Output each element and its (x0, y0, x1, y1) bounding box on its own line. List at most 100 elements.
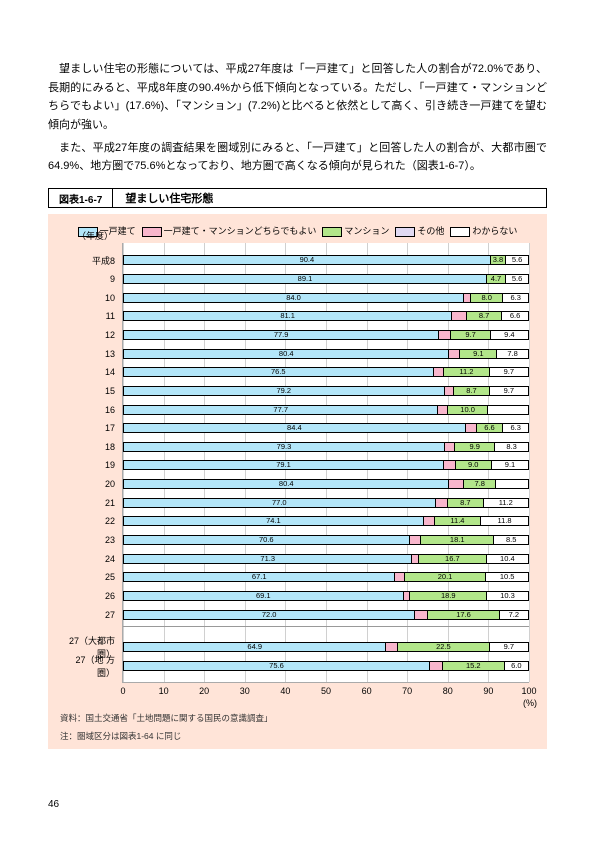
segment-value: 6.6 (510, 311, 520, 320)
segment-value: 72.0 (262, 610, 277, 619)
bar-segment: 79.1 (123, 460, 444, 470)
bar-segment: 8.3 (495, 442, 529, 452)
xtick-label: 20 (199, 686, 209, 696)
legend: 一戸建て一戸建て・マンションどちらでもよいマンションその他わからない (60, 224, 535, 237)
xtick-label: 10 (159, 686, 169, 696)
bar-segment: 5.6 (506, 255, 529, 265)
bar-segment: 4.7 (487, 274, 506, 284)
bar-segment: 18.9 (410, 591, 487, 601)
segment-value: 5.6 (512, 274, 522, 283)
segment-value: 6.0 (511, 661, 521, 670)
stacked-bar: 70.618.18.5 (123, 535, 529, 545)
bar-segment: 22.5 (398, 642, 489, 652)
stacked-bar: 77.08.711.2 (123, 498, 529, 508)
bar-segment (395, 572, 404, 582)
para-1: 望ましい住宅の形態については、平成27年度は「一戸建て」と回答した人の割合が72… (48, 60, 547, 135)
segment-value: 9.7 (504, 367, 514, 376)
bar-segment: 71.3 (123, 554, 412, 564)
segment-value: 89.1 (298, 274, 313, 283)
x-unit: (%) (523, 698, 537, 708)
y-axis-title: （年度） (77, 229, 113, 242)
bar-segment: 74.1 (123, 516, 424, 526)
segment-value: 15.2 (466, 661, 481, 670)
bar-row: 2471.316.710.4 (123, 549, 529, 568)
segment-value: 77.7 (273, 405, 288, 414)
bar-segment: 9.7 (490, 386, 529, 396)
segment-value: 77.9 (274, 330, 289, 339)
bar-row: 平成890.43.85.6 (123, 251, 529, 270)
chart-title-number: 図表1-6-7 (49, 189, 113, 207)
segment-value: 10.5 (500, 572, 515, 581)
bar-segment: 15.2 (443, 661, 505, 671)
bar-row: 2370.618.18.5 (123, 531, 529, 550)
segment-value: 7.8 (507, 349, 517, 358)
segment-value: 9.4 (504, 330, 514, 339)
bar-segment (386, 642, 398, 652)
bar-segment (496, 479, 529, 489)
bar-segment (466, 423, 477, 433)
stacked-bar: 67.120.110.5 (123, 572, 529, 582)
segment-value: 9.9 (469, 442, 479, 451)
segment-value: 80.4 (279, 479, 294, 488)
segment-value: 10.4 (500, 554, 515, 563)
xtick-label: 40 (280, 686, 290, 696)
bar-segment: 9.9 (455, 442, 495, 452)
segment-value: 8.7 (460, 498, 470, 507)
legend-item: 一戸建て・マンションどちらでもよい (142, 226, 317, 236)
segment-value: 75.6 (269, 661, 284, 670)
xtick-label: 0 (120, 686, 125, 696)
bar-segment: 79.3 (123, 442, 445, 452)
bar-segment: 89.1 (123, 274, 487, 284)
bar-row: 1380.49.17.8 (123, 344, 529, 363)
row-label: 19 (61, 460, 119, 470)
bar-segment: 79.2 (123, 386, 445, 396)
stacked-bar: 69.118.910.3 (123, 591, 529, 601)
segment-value: 9.7 (504, 386, 514, 395)
segment-value: 22.5 (436, 642, 451, 651)
bar-segment: 8.7 (454, 386, 489, 396)
segment-value: 18.1 (450, 535, 465, 544)
bar-segment: 9.7 (490, 642, 529, 652)
row-label: 10 (61, 293, 119, 303)
segment-value: 8.5 (506, 535, 516, 544)
segment-value: 8.7 (479, 311, 489, 320)
row-label: 25 (61, 572, 119, 582)
bar-segment (430, 661, 443, 671)
bar-segment (452, 311, 467, 321)
xtick-label: 100 (521, 686, 536, 696)
segment-value: 8.0 (481, 293, 491, 302)
bar-segment: 8.7 (448, 498, 483, 508)
stacked-bar: 79.3 9.9 8.3 (123, 442, 529, 452)
segment-value: 81.1 (280, 311, 295, 320)
segment-value: 79.3 (277, 442, 292, 451)
segment-value: 84.4 (287, 423, 302, 432)
chart-title-box: 図表1-6-7 望ましい住宅形態 (48, 188, 547, 208)
row-label: 18 (61, 442, 119, 452)
bar-segment: 7.2 (500, 610, 529, 620)
bar-segment: 9.4 (491, 330, 529, 340)
segment-value: 74.1 (266, 516, 281, 525)
bar-segment: 7.8 (464, 479, 496, 489)
bar-row: 1784.46.66.3 (123, 419, 529, 438)
segment-value: 8.3 (506, 442, 516, 451)
stacked-bar: 76.511.29.7 (123, 367, 529, 377)
segment-value: 80.4 (279, 349, 294, 358)
bar-segment: 9.0 (456, 460, 493, 470)
xtick-label: 90 (483, 686, 493, 696)
stacked-bar: 74.111.411.8 (123, 516, 529, 526)
bar-segment: 84.4 (123, 423, 466, 433)
stacked-bar: 80.4 7.8 (123, 479, 529, 489)
segment-value: 5.6 (512, 255, 522, 264)
bar-segment: 11.8 (481, 516, 529, 526)
bar-segment: 80.4 (123, 479, 449, 489)
bar-segment (439, 330, 451, 340)
segment-value: 3.8 (493, 255, 503, 264)
bar-segment: 80.4 (123, 349, 449, 359)
stacked-bar: 64.922.59.7 (123, 642, 529, 652)
bar-segment: 76.5 (123, 367, 434, 377)
segment-value: 4.7 (491, 274, 501, 283)
xtick-label: 50 (321, 686, 331, 696)
stacked-bar: 84.08.06.3 (123, 293, 529, 303)
bar-row: 2669.118.910.3 (123, 587, 529, 606)
bar-segment: 10.5 (486, 572, 529, 582)
